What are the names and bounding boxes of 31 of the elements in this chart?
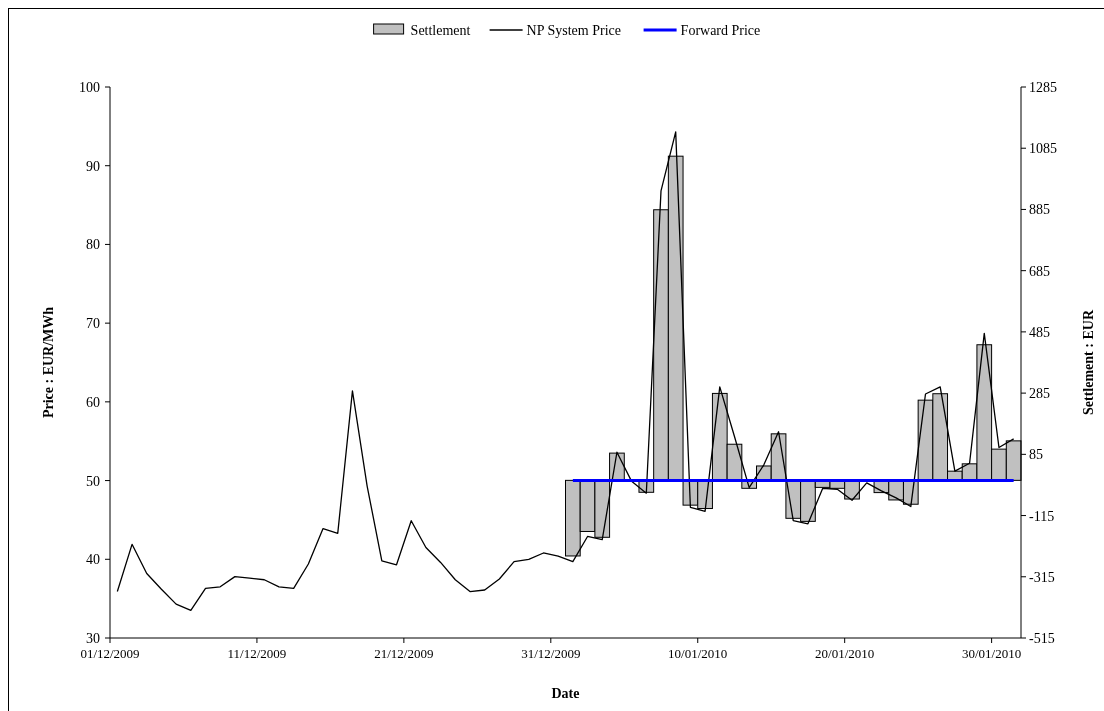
x-tick-label: 31/12/2009	[521, 646, 581, 661]
y-tick-label: 50	[86, 473, 100, 489]
x-tick-label: 20/01/2010	[815, 646, 875, 661]
x-tick-label: 21/12/2009	[374, 646, 434, 661]
legend-label: NP System Price	[526, 23, 621, 38]
y2-axis-title: Settlement : EUR	[1081, 309, 1096, 415]
x-axis-title: Date	[551, 686, 580, 701]
y2-tick-label: 885	[1029, 202, 1050, 218]
x-tick-label: 11/12/2009	[227, 646, 287, 661]
y-tick-label: 30	[86, 631, 100, 646]
y2-tick-label: 485	[1029, 324, 1050, 340]
x-tick-label: 10/01/2010	[668, 646, 728, 661]
y-tick-label: 70	[86, 316, 100, 332]
y2-tick-label: 285	[1029, 386, 1050, 402]
y2-tick-label: 85	[1029, 447, 1043, 463]
legend-label: Settlement	[410, 23, 471, 38]
y2-tick-label: 1085	[1029, 141, 1057, 157]
legend-label: Forward Price	[680, 23, 761, 38]
y2-tick-label: 1285	[1029, 80, 1057, 95]
x-tick-label: 01/12/2009	[80, 646, 140, 661]
y-tick-label: 100	[79, 80, 100, 95]
y2-tick-label: -115	[1029, 508, 1055, 524]
y-axis-title: Price : EUR/MWh	[41, 306, 56, 419]
y2-tick-label: -515	[1029, 631, 1055, 646]
y-tick-label: 90	[86, 158, 100, 174]
y-tick-label: 80	[86, 237, 100, 253]
y2-tick-label: 685	[1029, 263, 1050, 279]
y-tick-label: 40	[86, 552, 100, 568]
x-tick-label: 30/01/2010	[962, 646, 1022, 661]
y-tick-label: 60	[86, 394, 100, 410]
y2-tick-label: -315	[1029, 569, 1055, 585]
